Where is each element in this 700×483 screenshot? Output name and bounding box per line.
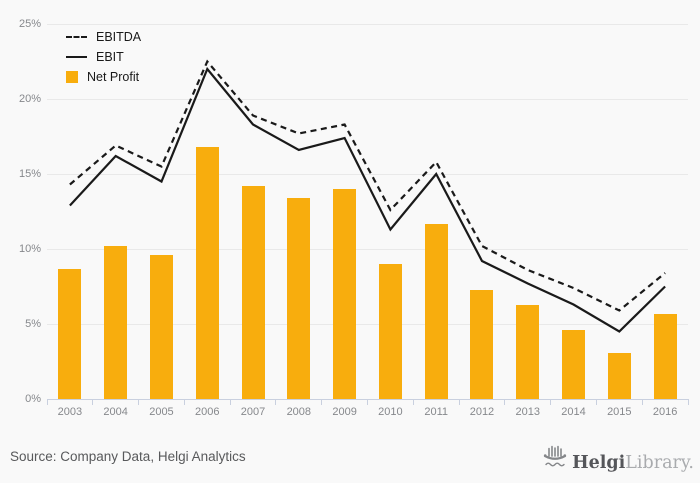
bar-2008 xyxy=(287,198,311,399)
bar-2010 xyxy=(378,264,402,399)
x-tick-label: 2007 xyxy=(240,406,266,418)
x-tick-label: 2014 xyxy=(561,406,586,418)
bar-2006 xyxy=(195,147,219,399)
source-note: Source: Company Data, Helgi Analytics xyxy=(10,449,246,464)
x-tick-label: 2012 xyxy=(469,406,495,418)
x-tick-label: 2009 xyxy=(332,406,357,418)
gridline-25 xyxy=(47,24,688,25)
bar-2016 xyxy=(653,313,677,399)
logo-text-helgi: Helgi xyxy=(572,453,626,473)
bar-2009 xyxy=(333,189,357,399)
legend-swatch-dashed-line xyxy=(66,36,87,38)
x-axis-tick xyxy=(321,399,323,405)
x-tick-label: 2013 xyxy=(515,406,540,418)
x-tick-label: 2004 xyxy=(103,406,128,418)
y-tick-label: 25% xyxy=(18,18,41,30)
logo-text-library: Library. xyxy=(625,453,694,473)
bar-2015 xyxy=(607,352,631,399)
legend-label: Net Profit xyxy=(87,70,140,84)
bar-2007 xyxy=(241,186,265,399)
bar-2005 xyxy=(149,255,173,399)
y-tick-label: 5% xyxy=(25,318,41,330)
y-tick-label: 0% xyxy=(25,393,41,405)
legend-item-net-profit: Net Profit xyxy=(66,67,141,87)
gridline-5 xyxy=(47,324,688,325)
x-axis-tick xyxy=(46,399,48,405)
bar-2003 xyxy=(58,268,82,399)
legend-label: EBIT xyxy=(96,50,124,64)
line-series-layer xyxy=(69,59,666,333)
x-axis-tick xyxy=(275,399,277,405)
legend-swatch-bar xyxy=(66,71,78,83)
bar-2004 xyxy=(104,246,128,399)
x-axis-tick xyxy=(504,399,506,405)
gridline-15 xyxy=(47,174,688,175)
legend: EBITDA EBIT Net Profit xyxy=(66,27,141,87)
y-tick-label: 20% xyxy=(18,93,41,105)
x-axis-tick xyxy=(183,399,185,405)
y-tick-label: 10% xyxy=(18,243,41,255)
legend-swatch-solid-line xyxy=(66,56,87,58)
x-tick-label: 2005 xyxy=(149,406,174,418)
x-tick-label: 2015 xyxy=(607,406,632,418)
helgi-ship-icon xyxy=(542,444,568,473)
plot-area: 0% 5% 10% 15% 20% 25% 2003 2004 2005 2006 2007 2008… xyxy=(19,18,689,418)
x-axis-tick xyxy=(412,399,414,405)
x-axis-tick xyxy=(458,399,460,405)
gridline-20 xyxy=(47,99,688,100)
x-tick-label: 2008 xyxy=(286,406,312,418)
bar-2011 xyxy=(424,223,448,399)
bar-2014 xyxy=(562,330,586,399)
x-axis-tick xyxy=(229,399,231,405)
x-axis-tick xyxy=(92,399,94,405)
legend-label: EBITDA xyxy=(96,30,142,44)
x-tick-label: 2011 xyxy=(424,406,448,418)
logo-wordmark: HelgiLibrary. xyxy=(572,452,694,474)
x-tick-label: 2010 xyxy=(378,406,403,418)
x-axis-tick xyxy=(138,399,140,405)
helgi-library-logo: HelgiLibrary. xyxy=(542,444,694,474)
gridline-10 xyxy=(47,249,688,250)
y-tick-label: 15% xyxy=(18,168,41,180)
legend-item-ebit: EBIT xyxy=(66,47,141,67)
x-axis-tick xyxy=(550,399,552,405)
x-axis-tick xyxy=(687,399,689,405)
x-axis-tick xyxy=(367,399,368,405)
x-tick-label: 2003 xyxy=(57,406,83,418)
bar-2012 xyxy=(470,289,494,399)
x-tick-label: 2016 xyxy=(652,406,678,418)
x-tick-label: 2006 xyxy=(195,406,220,418)
legend-item-ebitda: EBITDA xyxy=(66,27,141,47)
x-axis-tick xyxy=(641,399,643,405)
bar-2013 xyxy=(516,304,540,399)
x-axis-tick xyxy=(595,399,597,405)
